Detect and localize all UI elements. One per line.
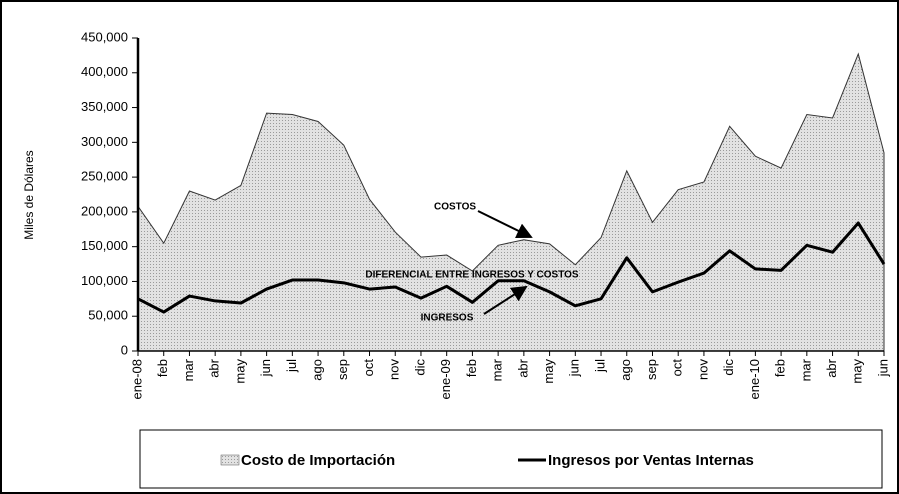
annotation: INGRESOS [421, 313, 474, 324]
x-tick-label: dic [721, 359, 736, 376]
x-tick-label: abr [207, 358, 222, 377]
y-tick-label: 150,000 [81, 238, 128, 253]
x-tick-label: feb [773, 359, 788, 377]
x-tick-label: ene-08 [129, 359, 144, 399]
arrow [483, 285, 528, 315]
x-tick-label: ene-10 [747, 359, 762, 399]
x-tick-label: dic [412, 359, 427, 376]
x-tick-label: jun [875, 359, 890, 377]
x-tick-label: jun [258, 359, 273, 377]
x-tick-label: abr [515, 358, 530, 377]
y-tick-label: 0 [121, 342, 128, 357]
x-tick-label: feb [464, 359, 479, 377]
x-tick-label: sep [644, 359, 659, 380]
x-tick-label: abr [824, 358, 839, 377]
legend-label: Costo de Importación [241, 452, 395, 469]
x-tick-label: may [232, 359, 247, 384]
legend [139, 429, 883, 489]
x-tick-label: ene-09 [438, 359, 453, 399]
line [137, 221, 886, 314]
x-tick-label: mar [181, 358, 196, 381]
x-tick-label: feb [155, 359, 170, 377]
y-tick-label: 450,000 [81, 29, 128, 44]
x-tick-label: ago [618, 359, 633, 381]
x-tick-label: nov [387, 359, 402, 380]
legend-label: Ingresos por Ventas Internas [548, 452, 754, 469]
y-tick-label: 200,000 [81, 203, 128, 218]
y-tick-label: 350,000 [81, 99, 128, 114]
x-tick-label: oct [670, 359, 685, 377]
annotation: COSTOS [434, 202, 476, 213]
x-tick-label: nov [695, 359, 710, 380]
x-tick-label: ago [310, 359, 325, 381]
x-tick-label: may [541, 359, 556, 384]
y-tick-label: 400,000 [81, 64, 128, 79]
x-tick-label: mar [798, 358, 813, 381]
annotation: DIFERENCIAL ENTRE INGRESOS Y COSTOS [365, 270, 579, 281]
arrow [477, 210, 533, 239]
x-tick-label: jun [567, 359, 582, 377]
y-tick-label: 50,000 [88, 308, 128, 323]
y-tick-label: 300,000 [81, 134, 128, 149]
plot: 0 50,000 100,000 150,000 200,000 250,000 300,0… [81, 29, 890, 399]
x-tick-label: may [850, 359, 865, 384]
y-tick-label: 100,000 [81, 273, 128, 288]
legend-swatch [220, 454, 240, 466]
y-axis-label: Miles de Dólares [22, 150, 36, 239]
x-tick-label: jul [284, 359, 299, 373]
x-tick-label: jul [592, 359, 607, 373]
x-tick-label: mar [490, 358, 505, 381]
y-tick-label: 250,000 [81, 169, 128, 184]
x-tick-label: sep [335, 359, 350, 380]
x-tick-label: oct [361, 359, 376, 377]
